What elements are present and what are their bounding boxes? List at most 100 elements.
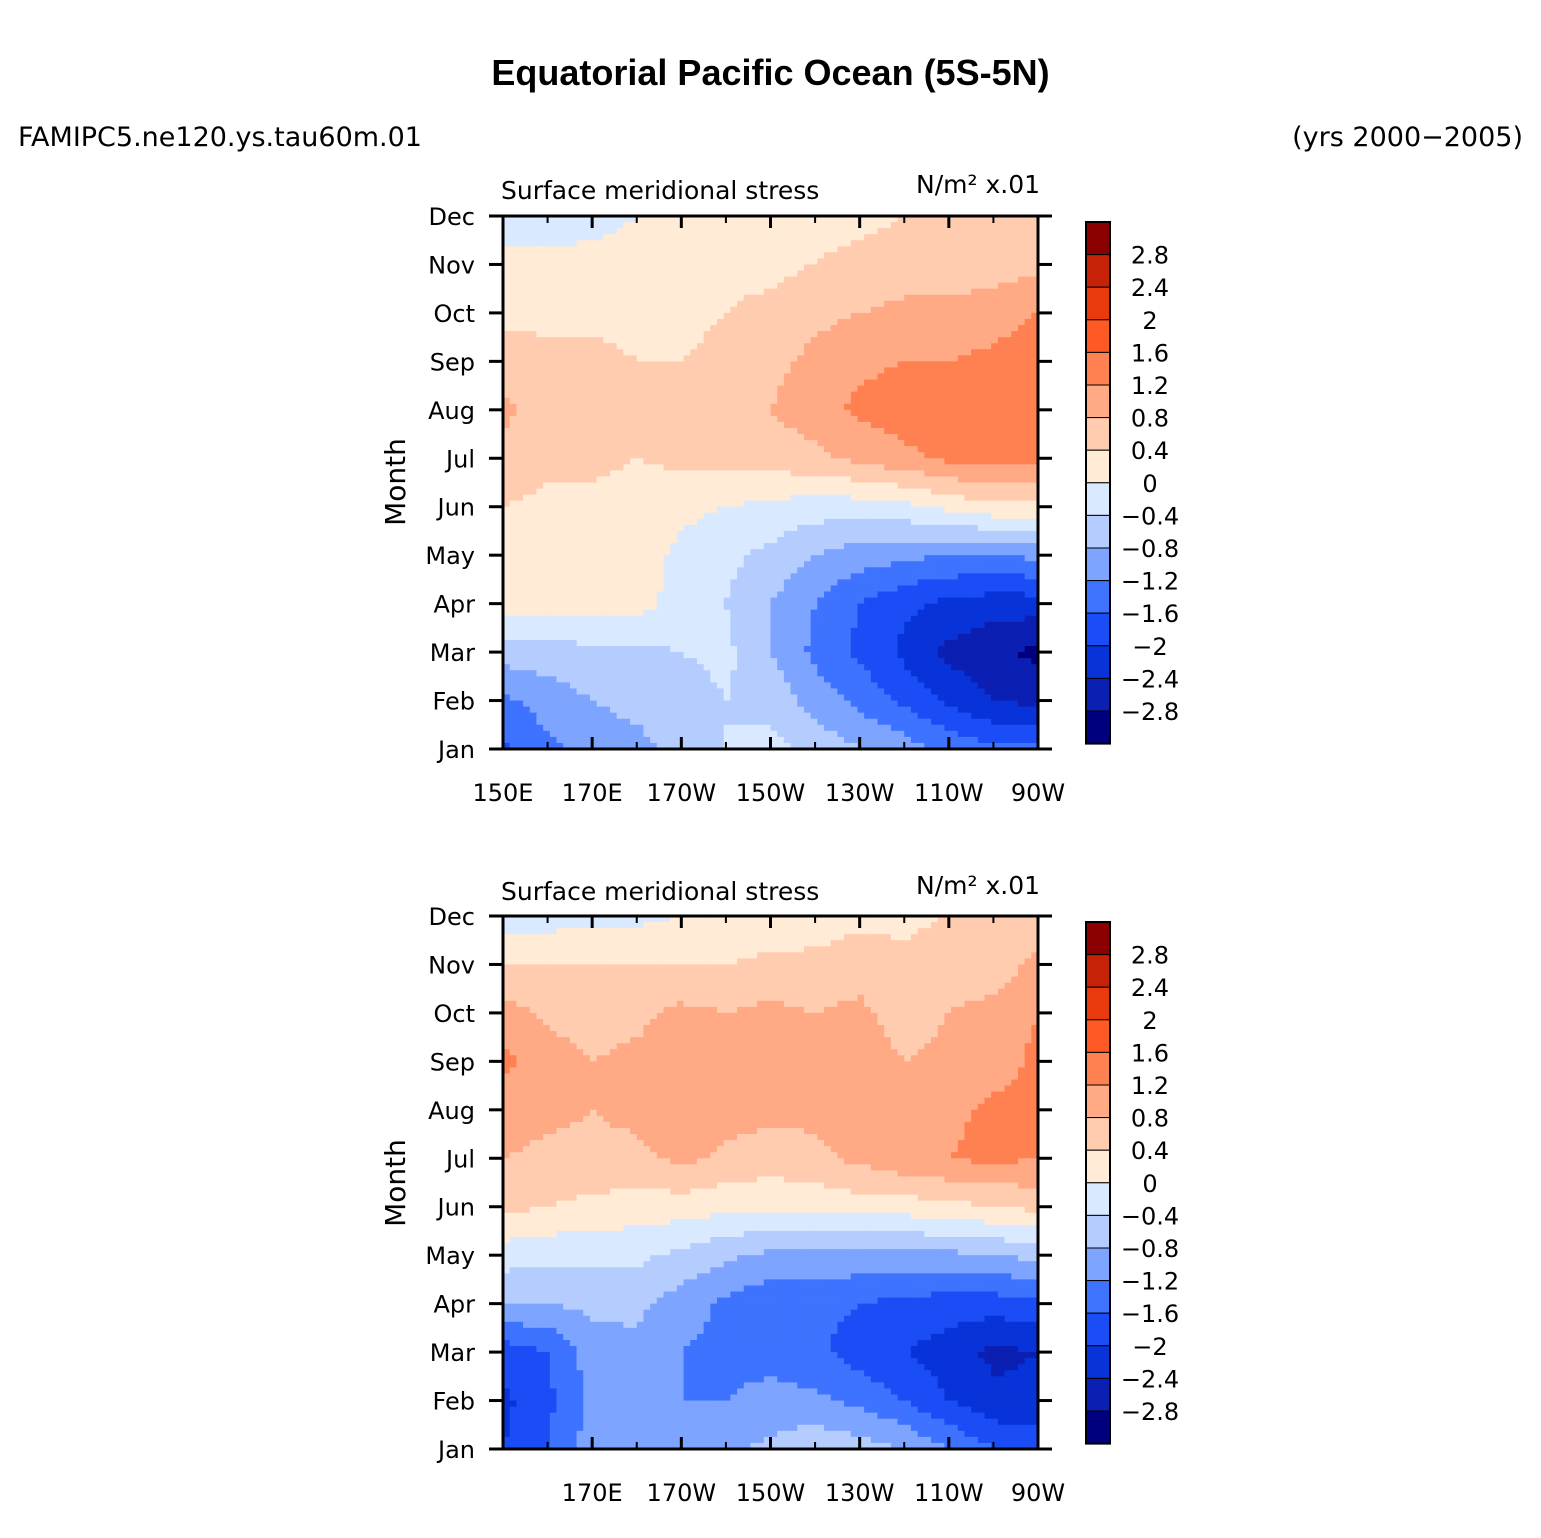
contour-cell [650, 512, 658, 520]
contour-cell [516, 434, 524, 441]
contour-cell [850, 318, 859, 326]
contour-cell [904, 216, 912, 223]
contour-cell [596, 518, 604, 526]
contour-cell [844, 421, 852, 429]
contour-cell [663, 555, 671, 562]
contour-cell [977, 216, 986, 223]
contour-cell [810, 240, 818, 247]
contour-cell [817, 288, 825, 296]
contour-cell [984, 537, 992, 544]
contour-cell [817, 440, 825, 447]
contour-cell [884, 585, 892, 593]
contour-cell [656, 415, 665, 423]
contour-cell [977, 567, 986, 574]
contour-cell [957, 427, 966, 435]
contour-cell [931, 240, 939, 247]
contour-cell [810, 446, 818, 453]
contour-cell [636, 470, 645, 478]
contour-cell [529, 294, 538, 302]
contour-cell [1024, 379, 1032, 387]
contour-cell [549, 270, 558, 278]
contour-cell [864, 331, 872, 338]
contour-cell [516, 470, 524, 478]
contour-cell [656, 337, 665, 344]
contour-cell [543, 246, 551, 253]
contour-cell [696, 579, 705, 587]
contour-cell [964, 440, 972, 447]
contour-cell [1031, 585, 1038, 593]
contour-cell [1017, 391, 1026, 399]
contour-cell [964, 216, 972, 223]
contour-cell [797, 282, 805, 290]
contour-cell [850, 282, 859, 290]
contour-cell [703, 337, 711, 344]
contour-cell [924, 264, 932, 272]
contour-cell [977, 264, 986, 272]
contour-cell [603, 500, 611, 508]
contour-cell [757, 470, 765, 478]
contour-cell [750, 325, 758, 332]
contour-cell [743, 403, 752, 411]
contour-cell [663, 591, 671, 599]
contour-cell [944, 234, 952, 241]
contour-cell [844, 373, 852, 381]
contour-cell [730, 476, 738, 484]
contour-cell [576, 524, 584, 532]
contour-cell [589, 282, 598, 290]
contour-cell [596, 228, 604, 235]
contour-cell [549, 458, 558, 465]
contour-cell [937, 337, 945, 344]
contour-cell [757, 379, 765, 387]
contour-cell [870, 579, 879, 587]
contour-cell [850, 500, 859, 508]
contour-cell [670, 543, 678, 550]
contour-cell [957, 482, 966, 490]
contour-cell [536, 228, 544, 235]
contour-cell [790, 452, 798, 459]
contour-cell [790, 530, 798, 538]
contour-cell [543, 409, 551, 417]
contour-cell [957, 294, 966, 302]
contour-cell [770, 446, 778, 453]
contour-cell [710, 427, 718, 435]
contour-cell [516, 246, 524, 253]
contour-cell [610, 452, 618, 459]
contour-cell [931, 331, 939, 338]
contour-cell [910, 555, 919, 562]
contour-cell [904, 403, 912, 411]
contour-cell [757, 318, 765, 326]
contour-cell [636, 367, 645, 375]
contour-cell [710, 573, 718, 581]
contour-cell [750, 234, 758, 241]
contour-cell [703, 331, 711, 338]
contour-cell [964, 506, 972, 514]
contour-cell [676, 427, 685, 435]
contour-cell [957, 403, 966, 411]
contour-cell [777, 246, 785, 253]
contour-cell [857, 567, 865, 574]
contour-cell [1004, 385, 1012, 393]
contour-cell [556, 216, 564, 223]
contour-cell [663, 373, 671, 381]
contour-cell [890, 446, 899, 453]
contour-cell [656, 276, 665, 284]
contour-cell [910, 385, 919, 393]
contour-cell [523, 270, 531, 278]
contour-cell [877, 421, 885, 429]
contour-cell [910, 543, 919, 550]
contour-cell [696, 464, 705, 471]
contour-cell [937, 252, 945, 259]
contour-cell [1011, 488, 1019, 496]
contour-cell [837, 537, 845, 544]
y-axis-label: Month [379, 438, 412, 526]
contour-cell [917, 506, 925, 514]
contour-cell [516, 294, 524, 302]
contour-cell [890, 494, 899, 502]
contour-cell [910, 337, 919, 344]
contour-cell [977, 385, 986, 393]
contour-cell [763, 355, 772, 362]
contour-cell [543, 385, 551, 393]
contour-cell [1024, 216, 1032, 223]
contour-cell [924, 494, 932, 502]
contour-cell [630, 476, 638, 484]
